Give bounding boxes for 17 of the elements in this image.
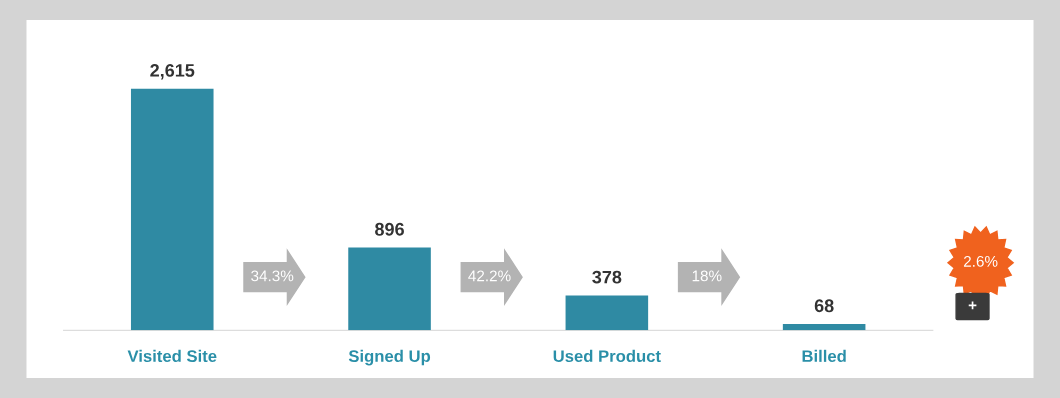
bar (782, 324, 866, 331)
x-tick-label: Used Product (553, 349, 661, 363)
bar (348, 247, 431, 331)
data-label: 896 (375, 222, 404, 236)
bar (565, 295, 649, 331)
data-label: 2,615 (150, 64, 195, 80)
data-label: 68 (814, 299, 834, 313)
annotation: 42.2% (468, 270, 511, 282)
text: 2.6% (963, 255, 998, 267)
text: + (968, 301, 977, 310)
x-tick-label: Signed Up (348, 349, 431, 366)
data-label: 378 (592, 270, 622, 284)
x-tick-label: Visited Site (127, 349, 217, 363)
annotation: 18% (692, 270, 722, 282)
bar (130, 88, 214, 331)
x-tick-label: Billed (802, 349, 846, 363)
annotation: 34.3% (251, 270, 294, 282)
